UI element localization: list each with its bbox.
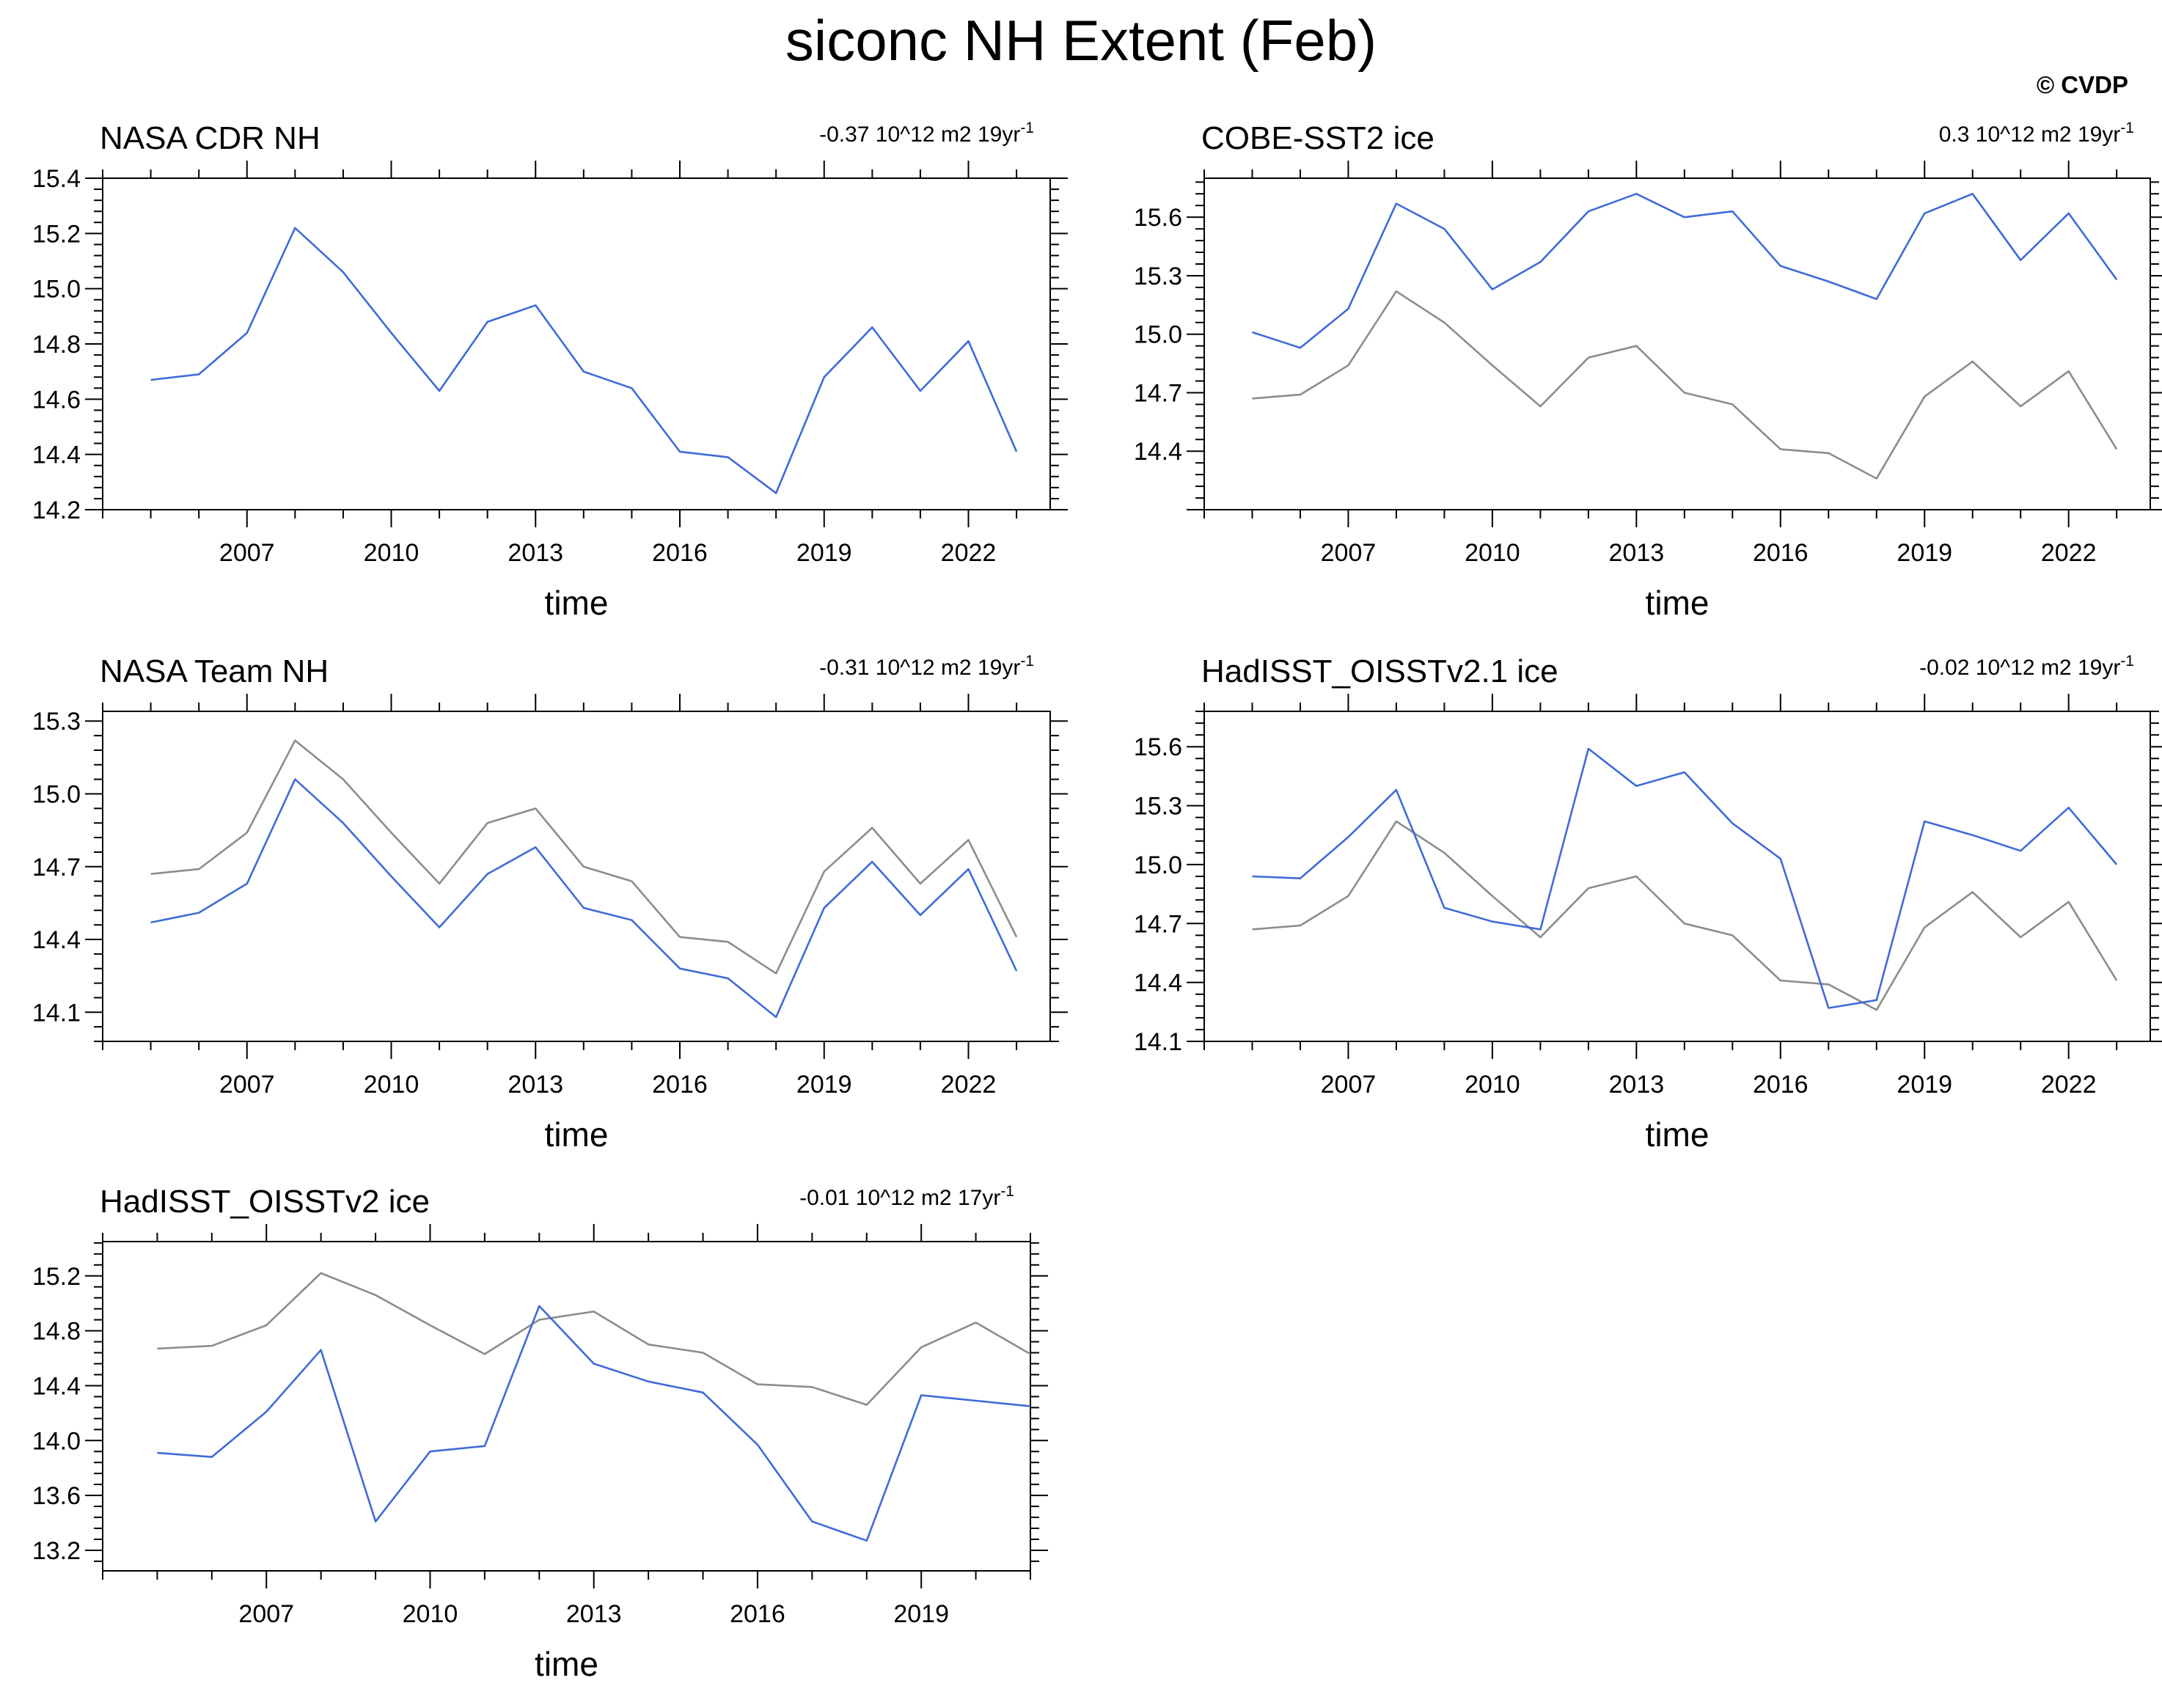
x-tick-label: 2013 — [507, 1071, 563, 1099]
panel-4: 14.1 14.4 14.7 15.0 15.3 15.6 2007 2010 2013 2016… — [1134, 653, 2162, 1154]
x-axis-label: time — [1646, 1115, 1710, 1154]
trend-annotation: -0.01 10^12 m2 17yr-1 — [799, 1183, 1014, 1210]
x-tick-label: 2019 — [796, 1071, 852, 1099]
x-tick-label: 2022 — [2041, 1071, 2097, 1099]
reference-series-line — [150, 739, 1018, 975]
dataset-series-line — [150, 778, 1018, 1019]
reference-series-line — [1252, 290, 2118, 480]
figure-title: siconc NH Extent (Feb) — [785, 8, 1377, 73]
plot-frame — [1203, 711, 2151, 1042]
panel-3: 14.1 14.4 14.7 15.0 15.3 2007 2010 2013 2016 2019… — [32, 653, 1068, 1154]
x-tick-label: 2022 — [2041, 539, 2097, 567]
x-tick-label: 2013 — [1609, 1071, 1665, 1099]
y-tick-label: 15.4 — [32, 165, 81, 193]
y-tick-label: 13.2 — [32, 1537, 81, 1565]
trend-annotation: -0.37 10^12 m2 19yr-1 — [819, 120, 1034, 147]
panel-1: 14.2 14.4 14.6 14.8 15.0 15.2 15.4 2007 2010 2013… — [32, 120, 1068, 622]
y-tick-label: 14.2 — [32, 496, 81, 524]
y-tick-label: 14.1 — [1134, 1028, 1182, 1056]
x-axis-label: time — [1646, 584, 1710, 622]
y-tick-label: 15.6 — [1134, 204, 1182, 232]
plot-frame — [102, 1241, 1031, 1572]
plot-frame — [1203, 177, 2151, 510]
dataset-series-line — [1252, 747, 2118, 1009]
x-tick-label: 2007 — [219, 1071, 275, 1099]
plot-frame — [102, 177, 1051, 510]
y-tick-label: 14.4 — [32, 926, 81, 954]
x-tick-label: 2010 — [403, 1600, 458, 1628]
y-tick-label: 14.1 — [32, 999, 81, 1027]
y-tick-label: 15.6 — [1134, 733, 1182, 761]
y-tick-label: 15.2 — [32, 220, 81, 248]
plot-frame — [102, 711, 1051, 1042]
y-tick-label: 14.0 — [32, 1427, 81, 1455]
panel-5: 13.2 13.6 14.0 14.4 14.8 15.2 2007 2010 2013 2016… — [32, 1183, 1048, 1683]
panel-title: NASA CDR NH — [100, 120, 320, 156]
x-axis-label: time — [545, 1115, 609, 1154]
y-tick-label: 15.3 — [1134, 263, 1182, 290]
x-tick-label: 2019 — [893, 1600, 949, 1628]
x-tick-label: 2007 — [1321, 539, 1377, 567]
y-tick-label: 14.4 — [1134, 438, 1182, 466]
x-tick-label: 2022 — [941, 1071, 997, 1099]
x-tick-label: 2022 — [941, 539, 997, 567]
trend-annotation: 0.3 10^12 m2 19yr-1 — [1939, 120, 2134, 147]
x-tick-label: 2007 — [238, 1600, 294, 1628]
x-tick-label: 2010 — [364, 539, 419, 567]
x-tick-label: 2010 — [1465, 539, 1520, 567]
x-tick-label: 2010 — [1465, 1071, 1520, 1099]
panel-title: NASA Team NH — [100, 653, 329, 689]
y-tick-label: 14.8 — [32, 1318, 81, 1346]
x-tick-label: 2007 — [1321, 1071, 1377, 1099]
y-tick-label: 14.4 — [32, 441, 81, 469]
y-tick-label: 15.0 — [1134, 321, 1182, 349]
x-tick-label: 2016 — [652, 539, 708, 567]
x-tick-label: 2013 — [566, 1600, 622, 1628]
y-tick-label: 15.0 — [32, 276, 81, 304]
panel-2: 14.4 14.7 15.0 15.3 15.6 2007 2010 2013 2016 2019… — [1134, 120, 2162, 622]
reference-series-line — [1252, 820, 2118, 1011]
x-tick-label: 2016 — [730, 1600, 785, 1628]
y-tick-label: 15.0 — [1134, 851, 1182, 879]
cvdp-watermark: © CVDP — [2037, 71, 2128, 98]
y-tick-label: 14.4 — [32, 1372, 81, 1400]
panel-title: HadISST_OISSTv2.1 ice — [1201, 653, 1558, 689]
y-tick-label: 14.7 — [1134, 910, 1182, 938]
dataset-series-line — [150, 227, 1018, 494]
y-tick-label: 14.4 — [1134, 970, 1182, 997]
y-tick-label: 15.3 — [1134, 793, 1182, 821]
panels-layer: 14.2 14.4 14.6 14.8 15.0 15.2 15.4 2007 2010 2013… — [32, 120, 2162, 1683]
x-tick-label: 2016 — [1753, 539, 1809, 567]
x-tick-label: 2016 — [652, 1071, 708, 1099]
panel-title: HadISST_OISSTv2 ice — [100, 1184, 430, 1220]
x-tick-label: 2016 — [1753, 1071, 1809, 1099]
x-tick-label: 2013 — [507, 539, 563, 567]
x-axis-label: time — [545, 584, 609, 622]
x-tick-label: 2019 — [796, 539, 852, 567]
reference-series-line — [157, 1272, 1030, 1406]
trend-annotation: -0.31 10^12 m2 19yr-1 — [819, 653, 1034, 680]
y-tick-label: 15.0 — [32, 781, 81, 809]
y-tick-label: 14.7 — [1134, 379, 1182, 407]
trend-annotation: -0.02 10^12 m2 19yr-1 — [1919, 653, 2134, 680]
y-tick-label: 14.6 — [32, 386, 81, 414]
x-tick-label: 2019 — [1897, 1071, 1952, 1099]
y-tick-label: 15.2 — [32, 1263, 81, 1291]
y-tick-label: 13.6 — [32, 1482, 81, 1510]
y-tick-label: 14.7 — [32, 854, 81, 882]
x-axis-label: time — [535, 1645, 598, 1683]
dataset-series-line — [1252, 192, 2118, 349]
dataset-series-line — [157, 1305, 1030, 1542]
panel-title: COBE-SST2 ice — [1201, 120, 1434, 156]
x-tick-label: 2007 — [219, 539, 275, 567]
x-tick-label: 2010 — [364, 1071, 419, 1099]
x-tick-label: 2013 — [1609, 539, 1665, 567]
x-tick-label: 2019 — [1897, 539, 1952, 567]
y-tick-label: 14.8 — [32, 331, 81, 359]
y-tick-label: 15.3 — [32, 708, 81, 736]
